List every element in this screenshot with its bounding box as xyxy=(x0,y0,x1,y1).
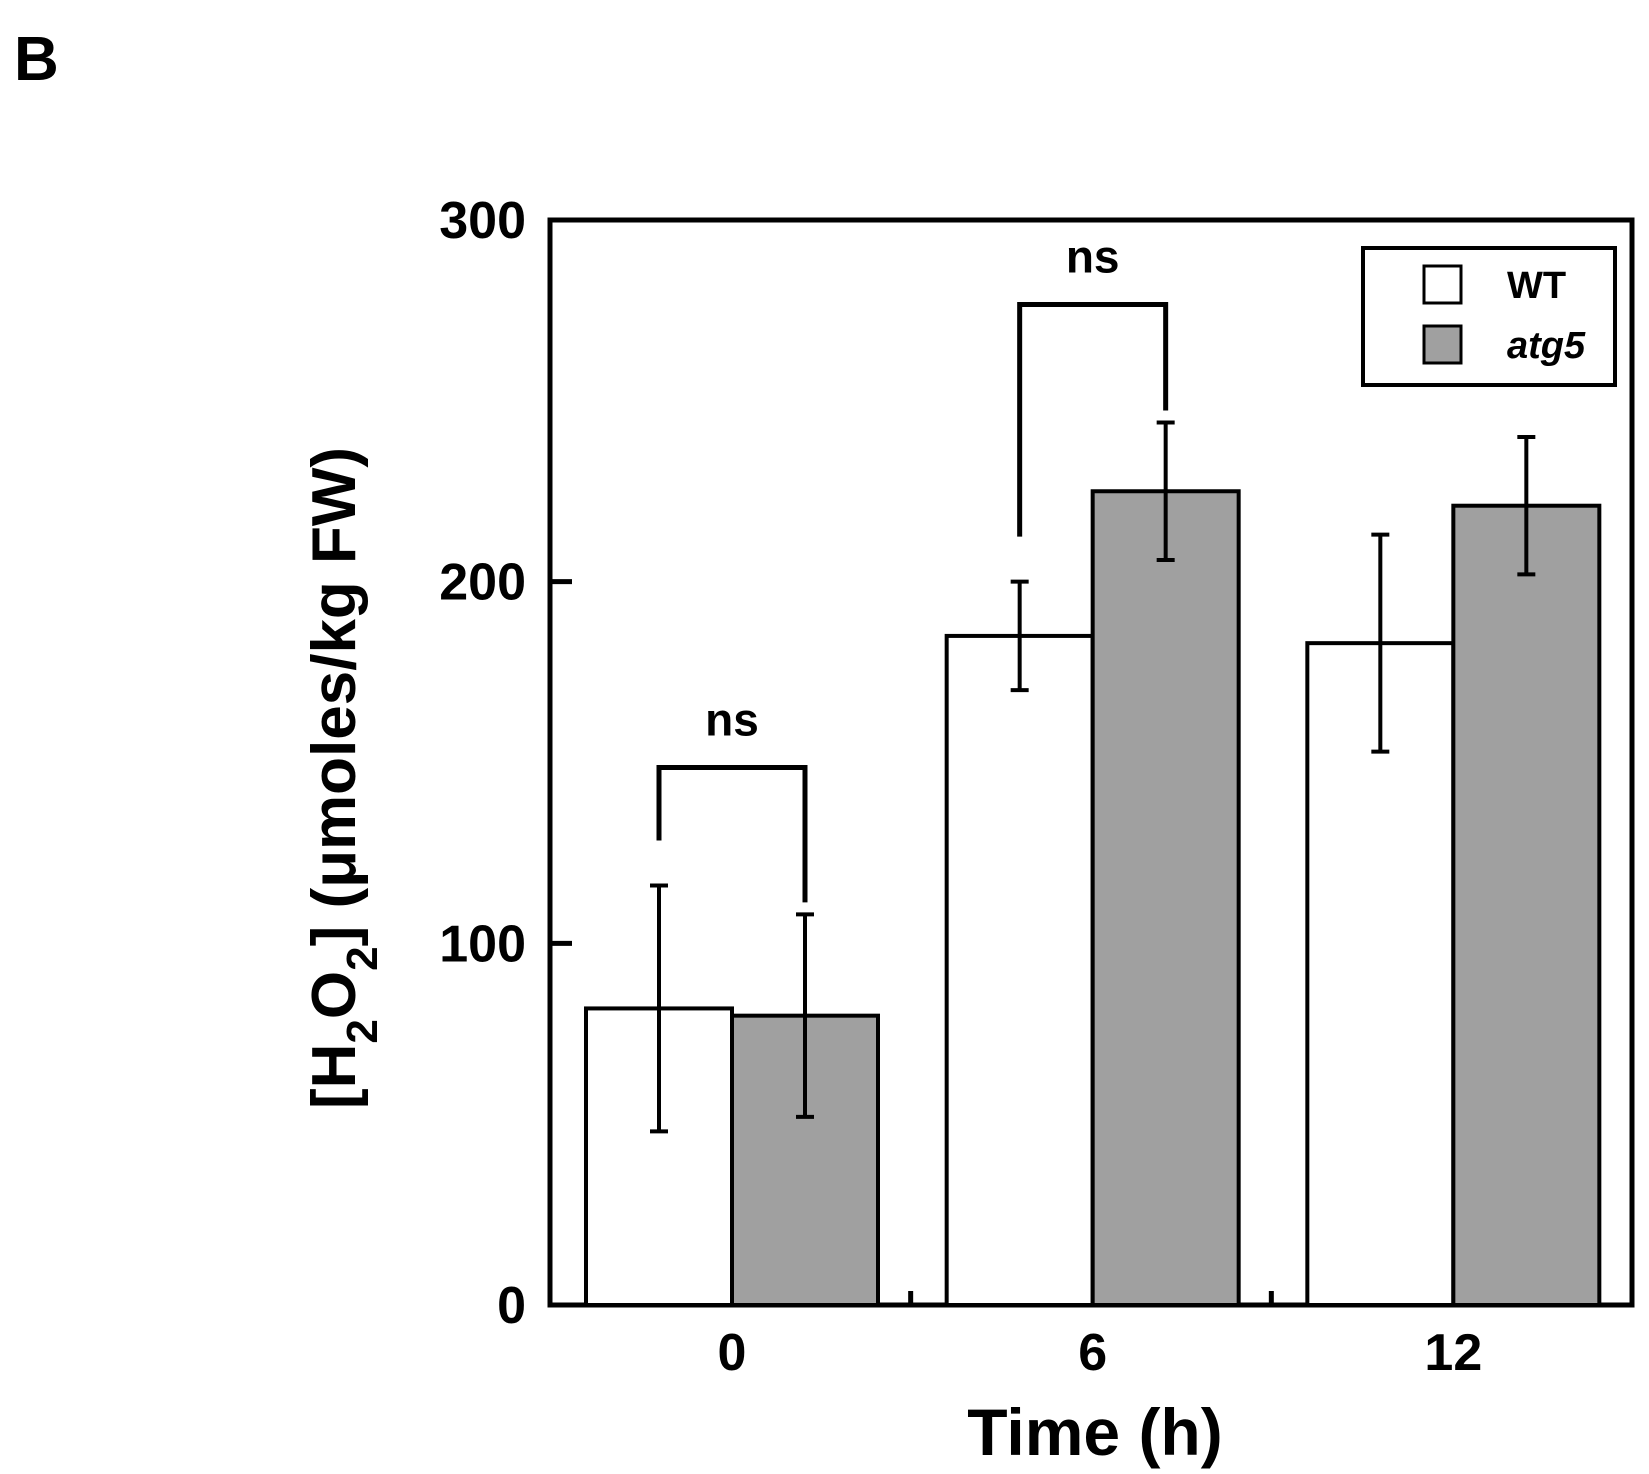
y-axis-title-sub1: 2 xyxy=(338,1019,387,1043)
y-tick-label-100: 100 xyxy=(439,915,526,973)
legend: WT atg5 xyxy=(1361,246,1617,387)
error-bars-group xyxy=(650,420,1536,1134)
y-tick-label-0: 0 xyxy=(497,1277,526,1335)
significance-bracket-t6 xyxy=(1017,302,1169,537)
x-tick-label-0: 0 xyxy=(718,1324,747,1382)
bars-group xyxy=(584,489,1602,1308)
bar-atg5-t12 xyxy=(1451,503,1602,1307)
y-axis-title: [H2O2] (μmoles/kg FW) xyxy=(300,447,387,1109)
legend-box xyxy=(1361,246,1617,387)
significance-label-t0: ns xyxy=(705,693,759,745)
x-axis-ticks: 0 6 12 xyxy=(718,1291,1482,1382)
y-axis-title-suffix: ] (μmoles/kg FW) xyxy=(300,447,369,946)
significance-bracket-t0 xyxy=(656,764,808,903)
y-tick-label-200: 200 xyxy=(439,554,526,612)
panel-label: B xyxy=(14,25,59,94)
bar-atg5-t6 xyxy=(1090,489,1241,1307)
legend-swatch-wt xyxy=(1422,264,1463,305)
legend-swatch-atg5 xyxy=(1422,324,1463,365)
y-tick-label-300: 300 xyxy=(439,192,526,250)
significance-annotations: ns ns xyxy=(656,231,1169,903)
significance-label-t6: ns xyxy=(1066,231,1120,283)
bar-wt-t6 xyxy=(944,633,1095,1307)
legend-label-atg5: atg5 xyxy=(1507,325,1586,367)
x-axis-title: Time (h) xyxy=(967,1395,1222,1469)
y-axis-title-middle: O xyxy=(300,971,369,1019)
y-axis-title-sub2: 2 xyxy=(338,946,387,970)
y-axis-ticks: 0 100 200 300 xyxy=(439,192,572,1335)
y-axis-title-prefix: [H xyxy=(300,1044,369,1109)
x-tick-label-12: 12 xyxy=(1424,1324,1482,1382)
x-tick-label-6: 6 xyxy=(1078,1324,1107,1382)
legend-label-wt: WT xyxy=(1507,265,1566,307)
